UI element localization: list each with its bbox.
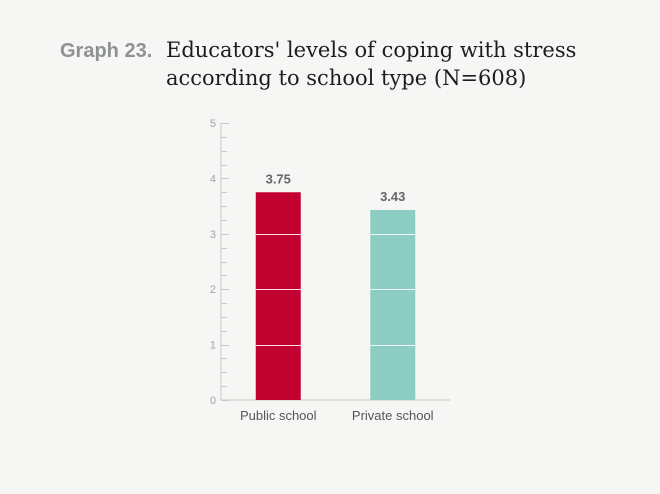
category-label: Public school (240, 408, 317, 423)
labels: 3.75 Public school 3.43 Private school (240, 171, 434, 423)
y-tick-label: 4 (210, 173, 216, 185)
chart-title: Educators' levels of coping with stress … (166, 38, 577, 90)
category-label: Private school (352, 408, 434, 423)
data-label: 3.43 (380, 189, 405, 204)
y-tick-label: 0 (210, 395, 216, 407)
bar-public-school (255, 192, 301, 400)
graph-number: Graph 23. (60, 40, 153, 62)
y-tick-label: 3 (210, 229, 216, 241)
data-label: 3.75 (266, 171, 291, 186)
y-tick-label: 2 (210, 284, 216, 296)
y-tick-label: 1 (210, 340, 216, 352)
bars (255, 192, 416, 400)
bar-private-school (370, 209, 416, 400)
y-tick-label: 5 (210, 118, 216, 130)
